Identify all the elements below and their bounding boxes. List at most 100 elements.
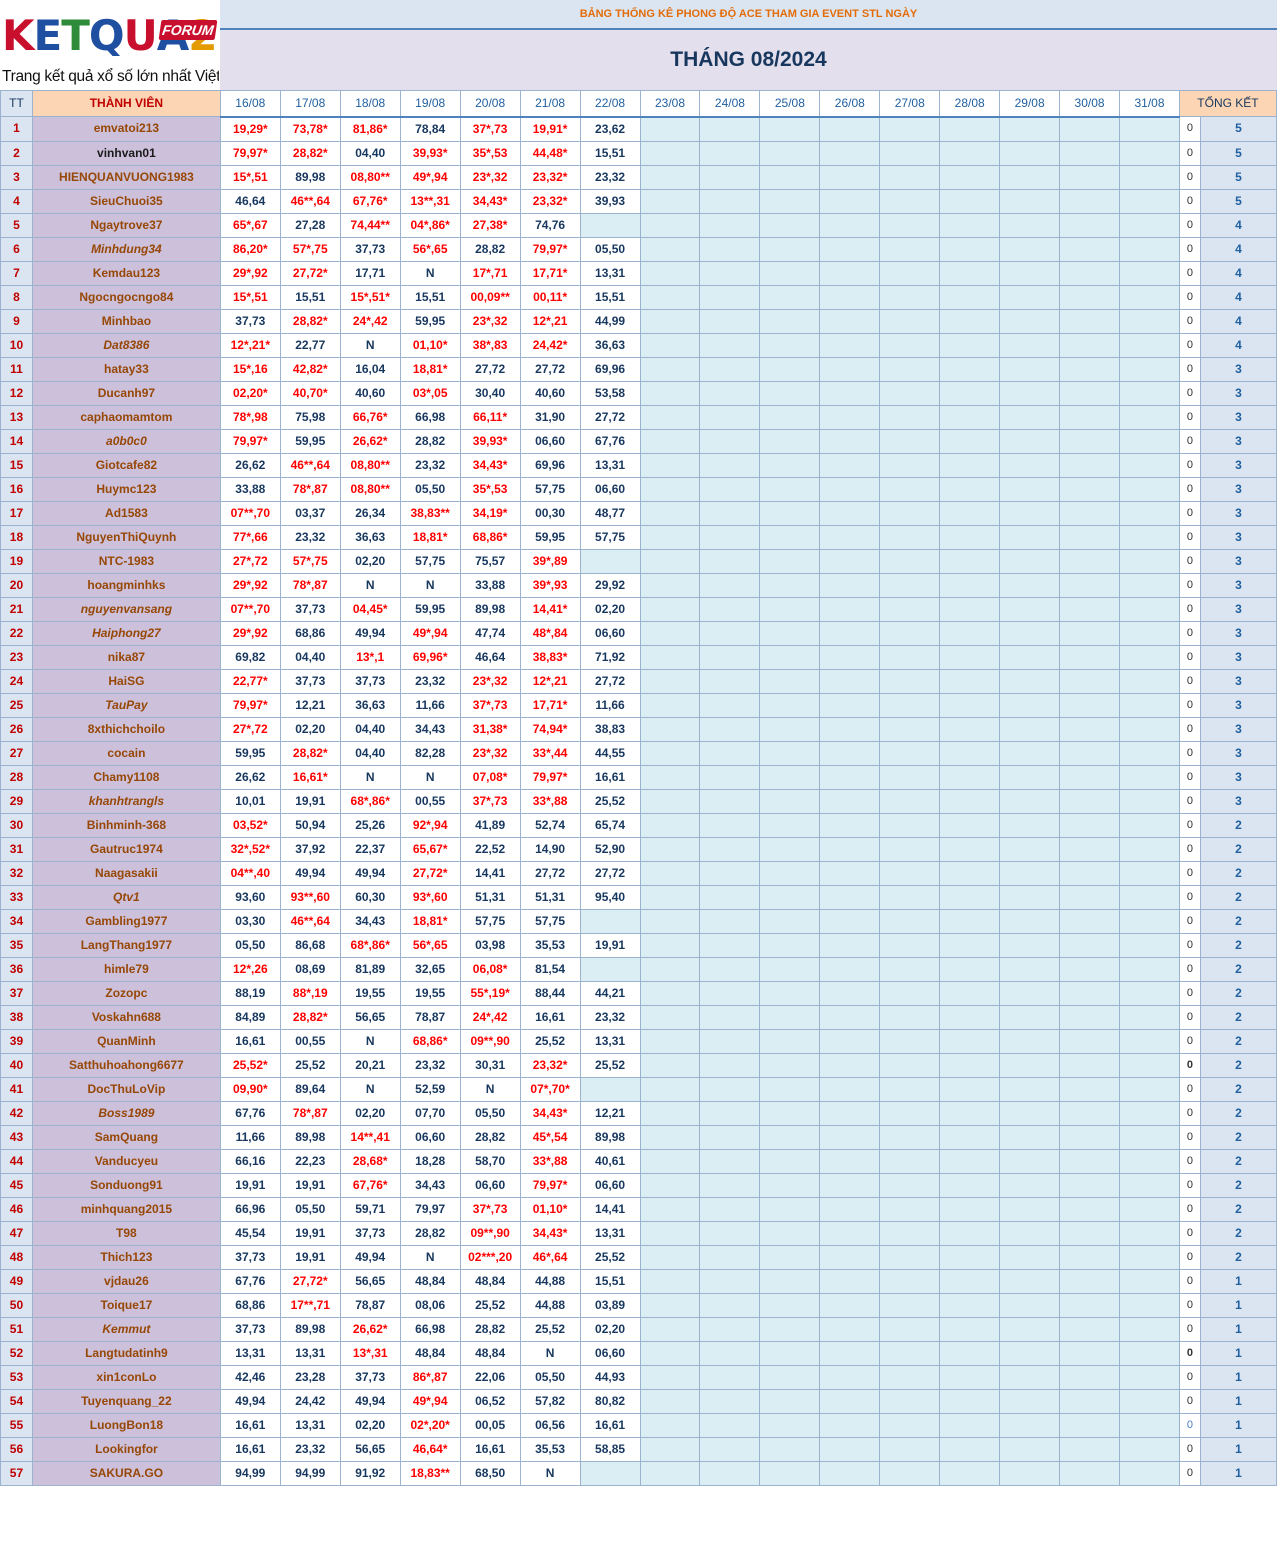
member-name[interactable]: Kemmut	[31, 1316, 221, 1342]
member-name[interactable]: Minhbao	[31, 308, 221, 334]
member-name[interactable]: T98	[31, 1220, 221, 1246]
empty-cell	[1119, 836, 1180, 862]
member-name[interactable]: TauPay	[31, 692, 221, 718]
empty-cell	[999, 932, 1061, 958]
total-score: 3	[1199, 356, 1277, 382]
member-name[interactable]: SAKURA.GO	[31, 1460, 221, 1486]
member-name[interactable]: xin1conLo	[31, 1364, 221, 1390]
member-name[interactable]: SieuChuoi35	[31, 188, 221, 214]
member-name[interactable]: vjdau26	[31, 1268, 221, 1294]
daily-value: 60,30	[339, 884, 401, 910]
member-name[interactable]: Vanducyeu	[31, 1148, 221, 1174]
daily-value: 25,52	[579, 1244, 641, 1270]
member-name[interactable]: Zozopc	[31, 980, 221, 1006]
empty-cell	[939, 1316, 1001, 1342]
member-name[interactable]: Dat8386	[31, 332, 221, 358]
empty-cell	[1119, 476, 1180, 502]
empty-cell	[879, 932, 941, 958]
member-name[interactable]: a0b0c0	[31, 428, 221, 454]
member-name[interactable]: Naagasakii	[31, 860, 221, 886]
member-name[interactable]: minhquang2015	[31, 1196, 221, 1222]
member-name[interactable]: Tuyenquang_22	[31, 1388, 221, 1414]
member-name[interactable]: LuongBon18	[31, 1412, 221, 1438]
member-name[interactable]: Boss1989	[31, 1100, 221, 1126]
member-name[interactable]: caphaomamtom	[31, 404, 221, 430]
member-name[interactable]: HIENQUANVUONG1983	[31, 164, 221, 190]
member-name[interactable]: Gautruc1974	[31, 836, 221, 862]
member-name[interactable]: Ngocngocngo84	[31, 284, 221, 310]
member-name[interactable]: Toique17	[31, 1292, 221, 1318]
empty-cell	[999, 1004, 1061, 1030]
member-name[interactable]: Binhminh-368	[31, 812, 221, 838]
member-name[interactable]: Satthuhoahong6677	[31, 1052, 221, 1078]
member-name[interactable]: DocThuLoVip	[31, 1076, 221, 1102]
empty-cell	[819, 572, 881, 598]
daily-value: 15,51	[279, 284, 341, 310]
empty-cell	[879, 1076, 941, 1102]
member-name[interactable]: Qtv1	[31, 884, 221, 910]
member-name[interactable]: Thich123	[31, 1244, 221, 1270]
empty-cell	[1119, 188, 1180, 214]
member-name[interactable]: Haiphong27	[31, 620, 221, 646]
member-name[interactable]: Voskahn688	[31, 1004, 221, 1030]
table-row: 32 Naagasakii 04**,40 49,94 49,94 27,72* 14,41…	[0, 860, 1277, 886]
member-name[interactable]: Huymc123	[31, 476, 221, 502]
member-name[interactable]: Gambling1977	[31, 908, 221, 934]
member-name[interactable]: NguyenThiQuynh	[31, 524, 221, 550]
daily-value: 59,95	[519, 524, 581, 550]
member-name[interactable]: Ngaytrove37	[31, 212, 221, 238]
member-name[interactable]: hoangminhks	[31, 572, 221, 598]
member-name[interactable]: Ad1583	[31, 500, 221, 526]
member-name[interactable]: LangThang1977	[31, 932, 221, 958]
daily-value: 03,89	[579, 1292, 641, 1318]
row-number: 46	[0, 1196, 33, 1222]
member-name[interactable]: hatay33	[31, 356, 221, 382]
member-name[interactable]: NTC-1983	[31, 548, 221, 574]
empty-cell	[1059, 428, 1121, 454]
daily-value: 08,06	[399, 1292, 461, 1318]
member-name[interactable]: QuanMinh	[31, 1028, 221, 1054]
table-row: 42 Boss1989 67,76 78*,87 02,20 07,70 05,50 34,4…	[0, 1100, 1277, 1126]
zero-count: 0	[1178, 1028, 1201, 1054]
member-name[interactable]: Langtudatinh9	[31, 1340, 221, 1366]
empty-cell	[1119, 956, 1180, 982]
empty-cell	[939, 1196, 1001, 1222]
column-header-date: 25/08	[759, 90, 821, 118]
member-name[interactable]: Giotcafe82	[31, 452, 221, 478]
member-name[interactable]: himle79	[31, 956, 221, 982]
member-name[interactable]: Minhdung34	[31, 236, 221, 262]
empty-cell	[939, 1364, 1001, 1390]
member-name[interactable]: Chamy1108	[31, 764, 221, 790]
empty-cell	[699, 1316, 761, 1342]
member-name[interactable]: 8xthichchoilo	[31, 716, 221, 742]
empty-cell	[999, 236, 1061, 262]
member-name[interactable]: Lookingfor	[31, 1436, 221, 1462]
site-logo[interactable]: KETQUA2 FORUM Trang kết quả xổ số lớn nh…	[0, 0, 219, 89]
daily-value: 67,76	[219, 1268, 281, 1294]
total-score: 3	[1199, 404, 1277, 430]
member-name[interactable]: khanhtrangls	[31, 788, 221, 814]
daily-value: 66,98	[399, 404, 461, 430]
empty-cell	[639, 476, 701, 502]
empty-cell	[1119, 1100, 1180, 1126]
empty-cell	[699, 260, 761, 286]
member-name[interactable]: cocain	[31, 740, 221, 766]
daily-value: 15*,51*	[339, 284, 401, 310]
empty-cell	[759, 1076, 821, 1102]
member-name[interactable]: vinhvan01	[31, 140, 221, 166]
member-name[interactable]: nika87	[31, 644, 221, 670]
member-name[interactable]: Ducanh97	[31, 380, 221, 406]
daily-value: 11,66	[399, 692, 461, 718]
member-name[interactable]: Sonduong91	[31, 1172, 221, 1198]
member-name[interactable]: HaiSG	[31, 668, 221, 694]
member-name[interactable]: Kemdau123	[31, 260, 221, 286]
member-name[interactable]: SamQuang	[31, 1124, 221, 1150]
empty-cell	[1119, 548, 1180, 574]
member-name[interactable]: emvatoi213	[31, 116, 221, 142]
empty-cell	[819, 788, 881, 814]
daily-value: 34,43*	[519, 1100, 581, 1126]
logo-letter: T	[61, 11, 90, 60]
logo-letter: K	[2, 11, 35, 60]
member-name[interactable]: nguyenvansang	[31, 596, 221, 622]
daily-value: 37,73	[339, 236, 401, 262]
